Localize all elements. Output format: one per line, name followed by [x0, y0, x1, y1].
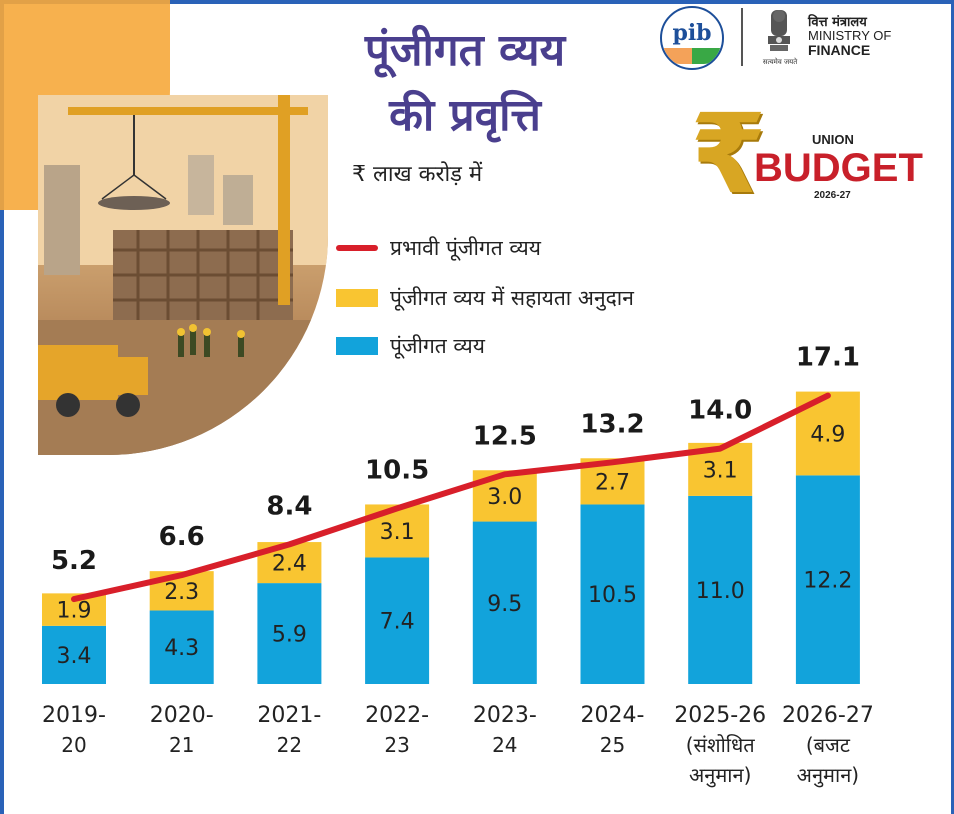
legend-item-line: प्रभावी पूंजीगत व्यय — [336, 232, 541, 264]
x-tick-label-6-2: अनुमान) — [689, 763, 751, 788]
emblem-caption: सत्यमेव जयते — [762, 58, 798, 66]
bar-capex-0 — [42, 625, 106, 684]
legend-label-capex: पूंजीगत व्यय — [390, 334, 485, 358]
line-value-label-3: 10.5 — [365, 455, 429, 485]
x-tick-label-3-0: 2022- — [365, 703, 429, 728]
legend-swatch-capex — [336, 337, 378, 355]
logo-divider — [741, 8, 743, 66]
x-tick-label-7-0: 2026-27 — [782, 703, 874, 728]
x-tick-label-0-0: 2019- — [42, 703, 106, 728]
data-label-grants-4: 3.0 — [487, 485, 522, 510]
national-emblem-icon — [768, 10, 790, 51]
legend-swatch-line — [336, 245, 378, 251]
data-label-capex-4: 9.5 — [487, 592, 522, 617]
effective-capex-line — [71, 392, 831, 603]
budget-logo-year: 2026-27 — [814, 190, 851, 201]
x-tick-label-1-1: 21 — [169, 733, 194, 757]
legend-swatch-grants — [336, 289, 378, 307]
bar-capex-6 — [688, 495, 753, 684]
line-value-label-1: 6.6 — [159, 522, 205, 552]
x-tick-label-2-0: 2021- — [257, 703, 321, 728]
budget-logo-union-text: UNION — [812, 132, 854, 147]
pib-logo-arc — [664, 48, 720, 64]
line-value-label-4: 12.5 — [473, 421, 537, 451]
x-tick-label-3-1: 23 — [384, 733, 409, 757]
x-tick-label-5-0: 2024- — [581, 703, 645, 728]
ministry-name-english-line-1: MINISTRY OF — [808, 28, 892, 43]
union-budget-logo: ₹ UNION BUDGET 2026-27 — [690, 90, 923, 218]
x-tick-label-4-0: 2023- — [473, 703, 537, 728]
data-label-capex-2: 5.9 — [272, 623, 307, 648]
rupee-icon: ₹ — [690, 90, 767, 218]
pib-logo: pib — [660, 6, 724, 70]
data-label-capex-3: 7.4 — [380, 610, 415, 635]
data-label-capex-6: 11.0 — [696, 579, 745, 604]
data-label-grants-5: 2.7 — [595, 470, 630, 495]
legend-item-capex: पूंजीगत व्यय — [336, 330, 485, 362]
x-tick-label-1-0: 2020- — [150, 703, 214, 728]
x-tick-label-2-1: 22 — [277, 733, 302, 757]
chart-title-line-2: की प्रवृत्ति — [389, 90, 541, 141]
construction-site-photo — [38, 95, 328, 455]
data-label-grants-3: 3.1 — [380, 520, 415, 545]
data-label-grants-2: 2.4 — [272, 552, 307, 577]
data-label-capex-1: 4.3 — [164, 636, 199, 661]
x-tick-label-5-1: 25 — [600, 733, 625, 757]
unit-label: ₹ लाख करोड़ में — [352, 162, 483, 187]
ministry-name-hindi: वित्त मंत्रालय — [808, 15, 867, 30]
bar-capex-4 — [472, 521, 537, 684]
data-label-capex-5: 10.5 — [588, 583, 637, 608]
x-tick-label-7-1: (बजट — [806, 733, 851, 757]
bar-capex-1 — [149, 610, 214, 684]
bar-capex-5 — [580, 504, 645, 684]
legend-label-grants: पूंजीगत व्यय में सहायता अनुदान — [390, 286, 634, 310]
data-label-grants-1: 2.3 — [164, 580, 199, 605]
data-label-grants-7: 4.9 — [810, 422, 845, 447]
x-tick-label-6-0: 2025-26 — [674, 703, 766, 728]
line-value-label-7: 17.1 — [796, 343, 860, 373]
chart-title-line-1: पूंजीगत व्यय — [364, 25, 566, 76]
line-value-label-5: 13.2 — [580, 409, 644, 439]
line-value-label-2: 8.4 — [266, 491, 312, 521]
pib-logo-text: pib — [672, 20, 712, 46]
bar-capex-3 — [365, 557, 430, 684]
x-tick-label-4-1: 24 — [492, 733, 517, 757]
data-label-capex-0: 3.4 — [57, 644, 92, 669]
x-tick-label-0-1: 20 — [61, 733, 86, 757]
bar-capex-2 — [257, 583, 322, 684]
data-label-grants-0: 1.9 — [57, 599, 92, 624]
budget-logo-budget-text: BUDGET — [754, 146, 923, 190]
x-tick-label-7-2: अनुमान) — [797, 763, 859, 788]
line-value-label-6: 14.0 — [688, 396, 752, 426]
x-tick-label-6-1: (संशोधित — [686, 733, 756, 757]
legend-label-effective-capex: प्रभावी पूंजीगत व्यय — [390, 236, 541, 260]
data-label-capex-7: 12.2 — [803, 569, 852, 594]
bar-capex-7 — [795, 475, 860, 684]
line-value-label-0: 5.2 — [51, 546, 97, 576]
ministry-name-english-line-2: FINANCE — [808, 42, 871, 58]
data-label-grants-6: 3.1 — [703, 458, 738, 483]
legend-item-grants: पूंजीगत व्यय में सहायता अनुदान — [336, 282, 634, 314]
